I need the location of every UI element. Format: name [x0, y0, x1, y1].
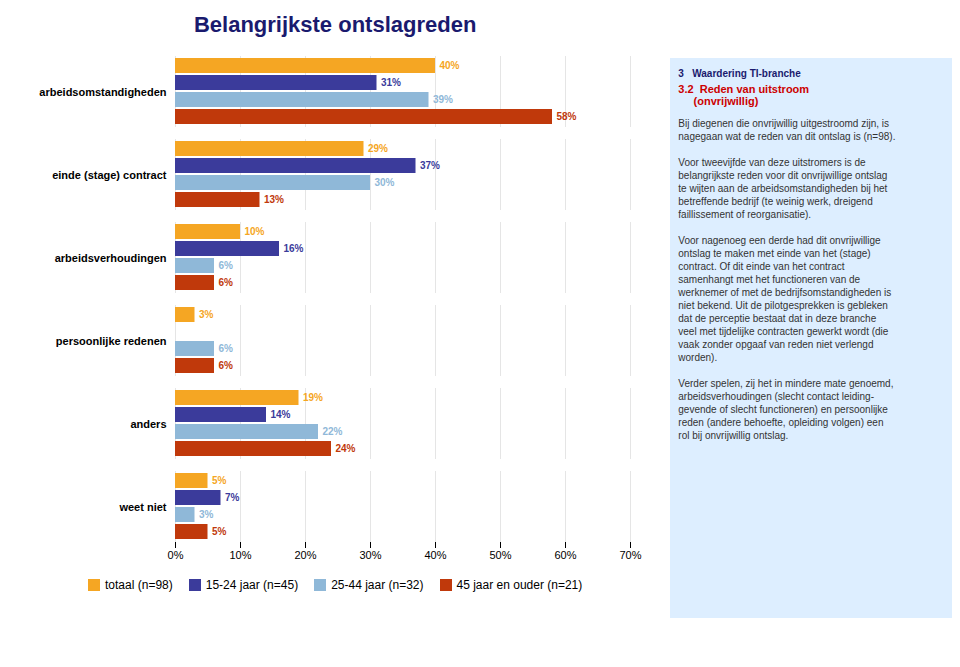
- svg-text:30%: 30%: [360, 549, 382, 561]
- svg-text:anders: anders: [131, 418, 167, 430]
- svg-text:persoonlijke redenen: persoonlijke redenen: [56, 335, 167, 347]
- html-text:totaal (n=98): totaal (n=98): [105, 578, 173, 592]
- svg-text:22%: 22%: [323, 426, 343, 437]
- svg-text:24%: 24%: [336, 443, 356, 454]
- html-text:Bij diegenen die onvrijwillig: Bij diegenen die onvrijwillig uitgestroo…: [678, 118, 896, 441]
- html-text:45 jaar en ouder (n=21): 45 jaar en ouder (n=21): [456, 578, 583, 592]
- svg-text:5%: 5%: [212, 475, 227, 486]
- svg-text:5%: 5%: [212, 526, 227, 537]
- svg-text:20%: 20%: [295, 549, 317, 561]
- svg-text:6%: 6%: [219, 360, 234, 371]
- html-text:25-44 jaar (n=32): 25-44 jaar (n=32): [331, 578, 424, 592]
- svg-text:6%: 6%: [219, 260, 234, 271]
- svg-text:3%: 3%: [199, 509, 214, 520]
- svg-text:40%: 40%: [440, 60, 460, 71]
- svg-text:0%: 0%: [168, 549, 184, 561]
- svg-text:39%: 39%: [433, 94, 453, 105]
- svg-text:50%: 50%: [490, 549, 512, 561]
- svg-text:arbeidsverhoudingen: arbeidsverhoudingen: [55, 252, 167, 264]
- svg-text:40%: 40%: [425, 549, 447, 561]
- html-text:15-24 jaar (n=45): 15-24 jaar (n=45): [205, 578, 299, 592]
- svg-text:weet niet: weet niet: [119, 501, 167, 513]
- svg-text:14%: 14%: [271, 409, 291, 420]
- svg-text:16%: 16%: [284, 243, 304, 254]
- svg-text:10%: 10%: [245, 226, 265, 237]
- svg-text:arbeidsomstandigheden: arbeidsomstandigheden: [40, 86, 167, 98]
- svg-text:58%: 58%: [557, 111, 577, 122]
- svg-text:6%: 6%: [219, 277, 234, 288]
- svg-text:3%: 3%: [199, 309, 214, 320]
- svg-text:70%: 70%: [620, 549, 642, 561]
- html-text:3.2 Reden van uitstroom (onvri: 3.2 Reden van uitstroom (onvrijwillig): [678, 83, 810, 107]
- svg-text:13%: 13%: [264, 194, 284, 205]
- html-text:3 Waardering TI-branche: 3 Waardering TI-branche: [678, 68, 801, 79]
- svg-text:10%: 10%: [230, 549, 252, 561]
- svg-text:30%: 30%: [375, 177, 395, 188]
- svg-text:6%: 6%: [219, 343, 234, 354]
- svg-text:31%: 31%: [381, 77, 401, 88]
- svg-text:7%: 7%: [225, 492, 240, 503]
- svg-text:37%: 37%: [420, 160, 440, 171]
- svg-text:29%: 29%: [368, 143, 388, 154]
- svg-text:19%: 19%: [303, 392, 323, 403]
- svg-text:60%: 60%: [555, 549, 577, 561]
- html-text:Belangrijkste ontslagreden: Belangrijkste ontslagreden: [193, 12, 477, 37]
- svg-text:einde (stage) contract: einde (stage) contract: [52, 169, 167, 181]
